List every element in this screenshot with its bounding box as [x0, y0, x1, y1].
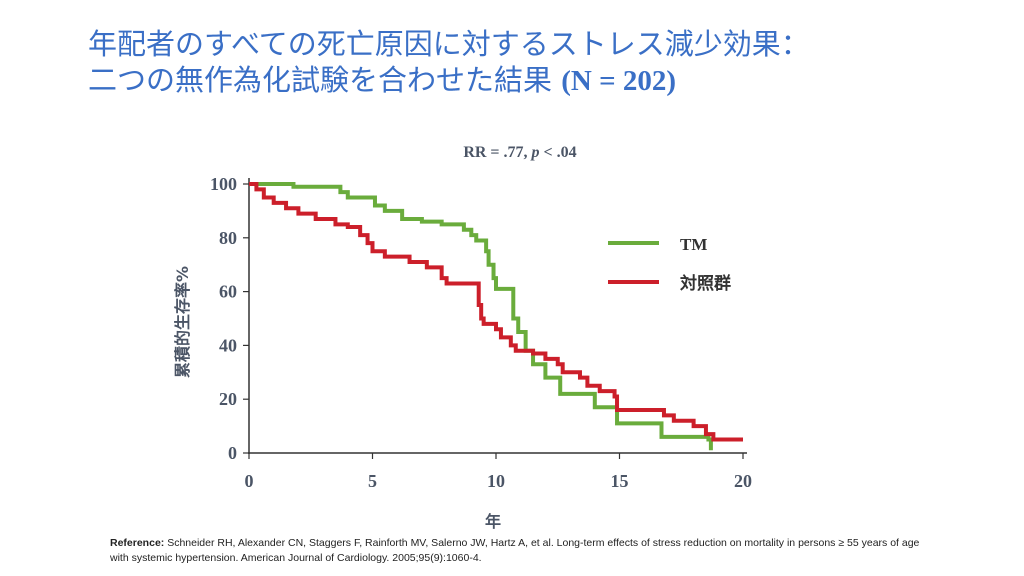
- y-tick-label: 20: [219, 389, 237, 409]
- legend-label: 対照群: [679, 273, 731, 293]
- title-line-2: 二つの無作為化試験を合わせた結果 (N = 202): [88, 62, 988, 99]
- series-line-tm: [249, 182, 713, 451]
- y-axis-label: 累積的生存率%: [173, 266, 192, 378]
- slide-title: 年配者のすべての死亡原因に対するストレス減少効果： 二つの無作為化試験を合わせた…: [88, 26, 988, 99]
- y-tick-label: 60: [219, 282, 237, 302]
- y-tick-label: 40: [219, 335, 237, 355]
- subtitle-text: RR = .77,: [463, 144, 531, 161]
- reference-label: Reference:: [110, 537, 165, 549]
- legend: TM 対照群: [608, 235, 731, 293]
- x-tick-label: 15: [611, 471, 629, 491]
- series-line-control: [249, 182, 743, 442]
- title-line-1: 年配者のすべての死亡原因に対するストレス減少効果：: [88, 27, 810, 61]
- subtitle-p: p: [530, 144, 540, 161]
- y-tick-label: 80: [219, 228, 237, 248]
- title-line-2-text: 二つの無作為化試験を合わせた結果: [88, 63, 553, 97]
- reference: Reference: Schneider RH, Alexander CN, S…: [110, 536, 940, 566]
- x-tick-label: 0: [245, 471, 254, 491]
- subtitle-text: < .04: [540, 144, 577, 161]
- legend-label: TM: [680, 235, 707, 254]
- y-tick-label: 100: [210, 174, 237, 194]
- axes: 0 5 10 15 20 0 20 40 60 80 100: [210, 174, 752, 491]
- y-tick-label: 0: [228, 443, 237, 463]
- chart-subtitle: RR = .77, p < .04: [463, 144, 576, 161]
- reference-text: Schneider RH, Alexander CN, Staggers F, …: [110, 537, 920, 564]
- x-tick-label: 5: [368, 471, 377, 491]
- title-n: (N = 202): [561, 65, 677, 97]
- series-lines: [249, 182, 743, 451]
- x-axis-label: 年: [485, 512, 501, 531]
- x-tick-label: 10: [487, 471, 505, 491]
- x-tick-label: 20: [734, 471, 752, 491]
